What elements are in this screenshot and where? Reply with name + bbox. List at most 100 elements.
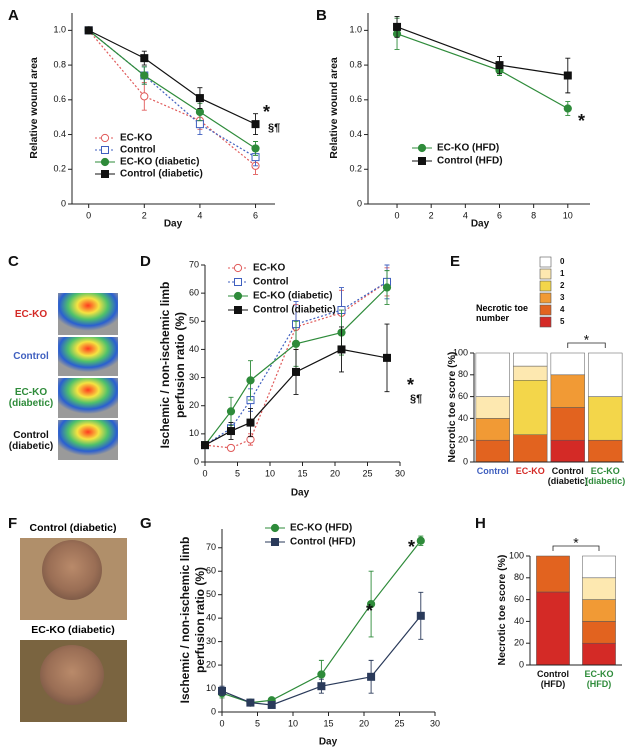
marker [195, 107, 205, 117]
legend-label: Control (diabetic) [120, 169, 203, 180]
y-tick-label: 20 [514, 638, 524, 648]
marker [246, 698, 255, 707]
y-tick-label: 1.0 [349, 25, 362, 35]
perfusion-image [58, 420, 118, 460]
y-tick-label: 0 [519, 659, 524, 669]
y-tick-label: 0.4 [349, 129, 362, 139]
panel-letter: E [450, 253, 460, 270]
legend-label: 1 [560, 269, 565, 278]
annotation: * [584, 332, 590, 348]
marker [84, 26, 93, 35]
bar-segment [513, 380, 548, 435]
y-tick-label: 20 [206, 659, 216, 669]
x-tick-label: 20 [330, 468, 340, 478]
y-axis-label: Ischemic / non-ischemic limb [178, 537, 192, 704]
bar-segment [582, 555, 616, 579]
bar-segment [475, 352, 510, 397]
panel-letter: A [8, 7, 19, 24]
photo-subject [40, 645, 104, 705]
y-tick-label: 60 [514, 594, 524, 604]
marker [233, 291, 243, 301]
y-tick-label: 30 [189, 372, 199, 382]
annotation: * [407, 375, 414, 395]
x-tick-label: 2 [142, 210, 147, 220]
x-tick-label: Control (HFD) [537, 669, 569, 689]
bar-segment [582, 577, 616, 600]
annotation: §¶ [410, 393, 422, 405]
x-tick-label: 4 [197, 210, 202, 220]
bar-segment [550, 352, 585, 376]
series-line [221, 615, 422, 706]
y-tick-label: 60 [189, 288, 199, 298]
legend-label: EC-KO (HFD) [290, 523, 352, 534]
y-axis-label: Necrotic toe score (%) [446, 352, 458, 463]
marker [270, 523, 280, 533]
panel-letter: D [140, 253, 151, 270]
legend-label: EC-KO (HFD) [437, 143, 499, 154]
marker [195, 94, 204, 103]
y-tick-label: 0 [357, 198, 362, 208]
marker [317, 682, 326, 691]
legend-swatch [539, 280, 552, 292]
bar-segment [475, 439, 510, 463]
panel-f-photos [20, 538, 127, 722]
perfusion-image [58, 378, 118, 418]
marker [201, 441, 209, 450]
bar-segment [550, 439, 585, 463]
y-tick-label: 0.8 [53, 59, 66, 69]
legend-label: Control [120, 145, 156, 156]
marker [251, 144, 260, 153]
annotation: * [578, 111, 585, 131]
marker [140, 92, 149, 101]
marker [246, 376, 255, 385]
y-tick-label: 1.0 [53, 25, 66, 35]
legend-swatch [539, 256, 552, 268]
y-tick-label: 70 [206, 542, 216, 552]
y-tick-label: 0 [211, 706, 216, 716]
marker [101, 170, 109, 178]
y-tick-label: 20 [189, 400, 199, 410]
y-tick-label: 20 [458, 435, 468, 445]
y-tick-label: 40 [189, 344, 199, 354]
bar-segment [513, 365, 548, 381]
y-tick-label: 40 [206, 613, 216, 623]
marker [416, 536, 425, 545]
y-tick-label: 10 [189, 428, 199, 438]
panel-letter: B [316, 7, 327, 24]
series-line [88, 29, 256, 158]
marker [140, 54, 149, 63]
legend-label: 4 [560, 305, 565, 314]
y-tick-label: 30 [206, 636, 216, 646]
marker [418, 157, 426, 165]
annotation: * [408, 537, 415, 557]
x-tick-label: 0 [395, 210, 400, 220]
y-tick-label: 50 [206, 589, 216, 599]
marker [233, 263, 243, 273]
series-line [204, 348, 388, 446]
bar-segment [588, 352, 623, 397]
x-tick-label: EC-KO (diabetic) [585, 466, 626, 486]
x-tick-label: 6 [497, 210, 502, 220]
marker [227, 427, 235, 436]
x-tick-label: 2 [429, 210, 434, 220]
series-line [88, 29, 256, 167]
significance-bracket [552, 545, 600, 551]
image-label: EC-KO (diabetic) [8, 387, 54, 409]
x-tick-label: 15 [323, 718, 333, 728]
marker [495, 61, 504, 70]
bar-segment [513, 434, 548, 463]
y-tick-label: 0 [194, 456, 199, 466]
annotation: §¶ [268, 122, 280, 134]
bar-segment [582, 642, 616, 666]
marker [393, 22, 402, 31]
x-tick-label: Control (diabetic) [547, 466, 588, 486]
legend-label: EC-KO [120, 133, 152, 144]
legend-swatch [539, 304, 552, 316]
bar-segment [513, 352, 548, 367]
y-tick-label: 100 [509, 550, 524, 560]
panel-c-images [58, 293, 118, 460]
y-tick-label: 40 [458, 413, 468, 423]
x-tick-label: 5 [235, 468, 240, 478]
marker [226, 407, 236, 416]
marker [563, 71, 572, 80]
